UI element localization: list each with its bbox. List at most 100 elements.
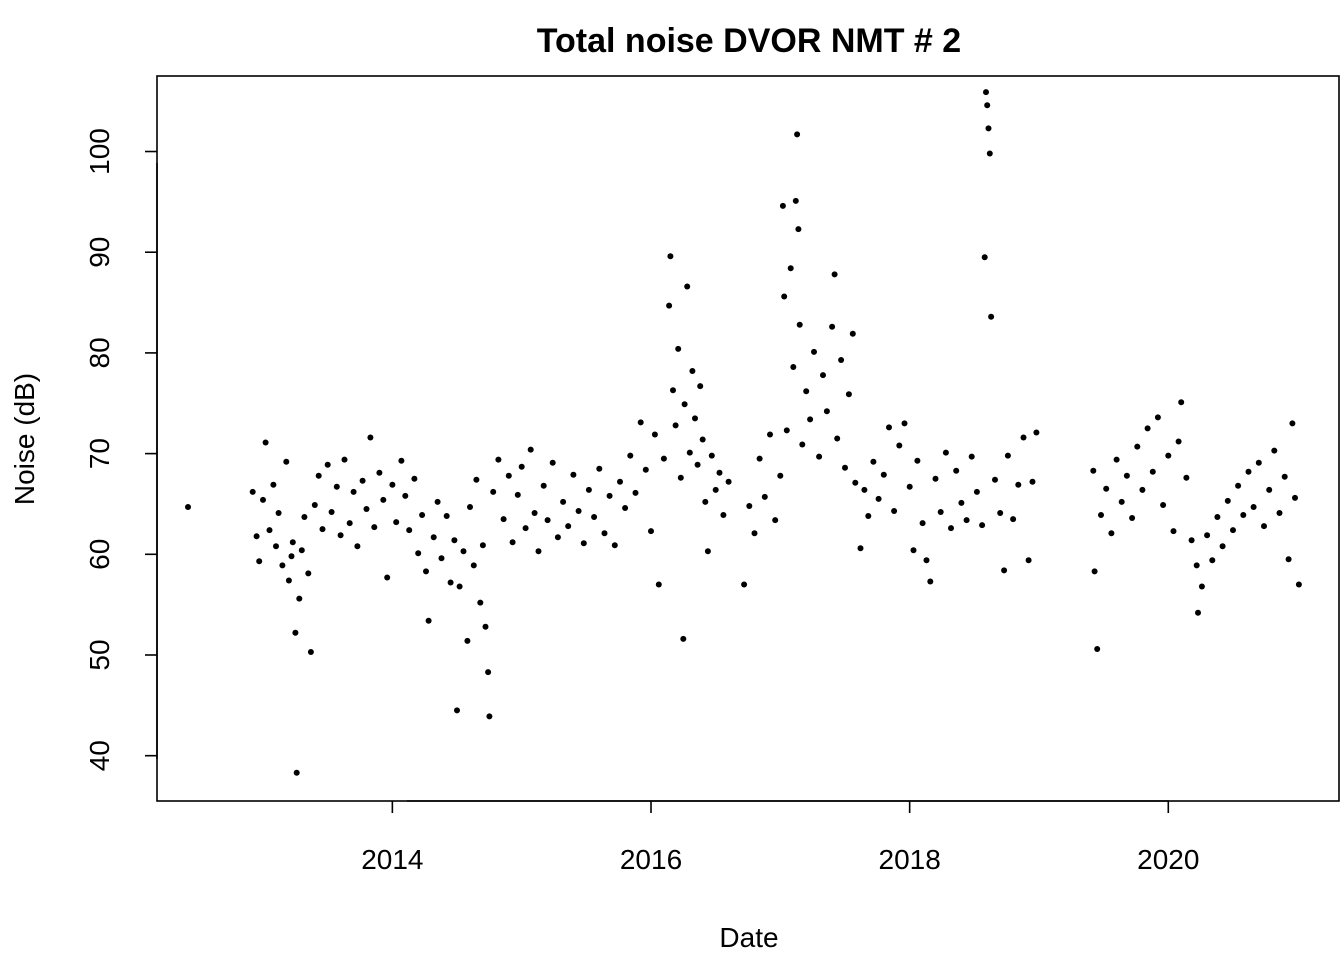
data-point: [596, 465, 603, 472]
data-point: [1261, 523, 1267, 530]
data-point: [341, 456, 348, 463]
data-point: [500, 516, 507, 523]
data-point: [1195, 609, 1201, 616]
data-point: [509, 539, 516, 546]
data-point: [1289, 420, 1296, 427]
data-point: [283, 458, 290, 465]
data-point: [425, 617, 432, 624]
data-point: [712, 486, 719, 493]
data-point: [292, 629, 299, 636]
data-point: [460, 548, 467, 555]
data-point: [328, 509, 335, 515]
data-point: [346, 520, 353, 527]
data-point: [857, 545, 864, 552]
data-point: [1103, 485, 1110, 492]
data-point: [704, 548, 711, 555]
data-point: [1204, 532, 1211, 539]
data-point: [560, 498, 567, 505]
data-point: [565, 523, 572, 530]
data-point: [1240, 512, 1247, 518]
data-point: [896, 442, 903, 449]
data-point: [716, 469, 723, 476]
data-point: [948, 525, 954, 532]
data-point: [1160, 502, 1167, 508]
data-point: [997, 510, 1004, 516]
data-point: [680, 635, 687, 642]
data-point: [301, 514, 308, 520]
data-point: [694, 461, 701, 468]
data-point: [447, 579, 454, 586]
data-point: [992, 476, 998, 483]
data-point: [689, 368, 696, 374]
data-point: [185, 504, 191, 510]
data-point: [672, 422, 679, 429]
data-point: [1154, 414, 1161, 421]
data-point: [811, 348, 817, 355]
data-point: [1090, 467, 1097, 474]
data-point: [1224, 497, 1231, 504]
data-point: [963, 517, 970, 524]
data-point: [1175, 438, 1182, 445]
data-point: [637, 419, 644, 426]
data-point: [398, 457, 405, 464]
data-point: [527, 446, 534, 453]
data-point: [406, 527, 413, 534]
data-point: [540, 482, 547, 489]
data-point: [795, 226, 802, 233]
data-point: [983, 89, 989, 96]
data-point: [1209, 557, 1216, 564]
data-point: [1295, 581, 1302, 588]
data-point: [419, 512, 426, 518]
data-point: [531, 510, 538, 516]
data-point: [794, 131, 801, 138]
data-point: [1033, 429, 1040, 436]
y-tick-label: 100: [84, 128, 115, 175]
data-point: [627, 452, 634, 459]
data-point: [554, 534, 561, 541]
chart-title: Total noise DVOR NMT # 2: [537, 22, 961, 60]
data-point: [591, 514, 598, 520]
data-point: [660, 455, 667, 462]
data-point: [324, 461, 331, 468]
data-point: [1020, 434, 1027, 441]
data-point: [891, 508, 898, 514]
data-point: [371, 524, 378, 531]
x-axis: 2014 2016 2018 2020: [361, 800, 1199, 875]
data-point: [984, 102, 991, 109]
data-point: [932, 475, 939, 482]
data-point: [275, 510, 282, 516]
data-point: [1250, 504, 1257, 510]
data-point: [1134, 443, 1141, 450]
data-point: [927, 578, 934, 585]
data-point: [807, 416, 814, 423]
data-point: [655, 581, 662, 588]
data-point: [279, 562, 286, 569]
data-point: [1170, 528, 1177, 535]
data-point: [1118, 498, 1125, 505]
data-point: [611, 542, 618, 549]
data-point: [772, 517, 779, 524]
data-point: [880, 471, 887, 478]
data-point: [741, 581, 748, 588]
data-point: [1004, 452, 1011, 459]
data-point: [1214, 514, 1221, 520]
data-point: [479, 542, 486, 549]
data-point: [1271, 447, 1278, 454]
data-point: [901, 420, 908, 427]
y-tick-label: 70: [84, 438, 115, 469]
data-point: [288, 553, 295, 560]
data-point: [1108, 530, 1115, 537]
data-point: [779, 202, 786, 209]
data-point: [1025, 557, 1032, 564]
data-point: [606, 492, 613, 499]
data-point: [601, 530, 608, 537]
x-tick-label: 2018: [879, 844, 941, 875]
data-point: [430, 534, 437, 541]
data-point: [456, 583, 463, 590]
data-point: [467, 504, 473, 510]
data-point: [875, 495, 882, 502]
data-point: [350, 488, 357, 495]
data-point: [1113, 456, 1120, 463]
data-point: [1198, 583, 1205, 590]
